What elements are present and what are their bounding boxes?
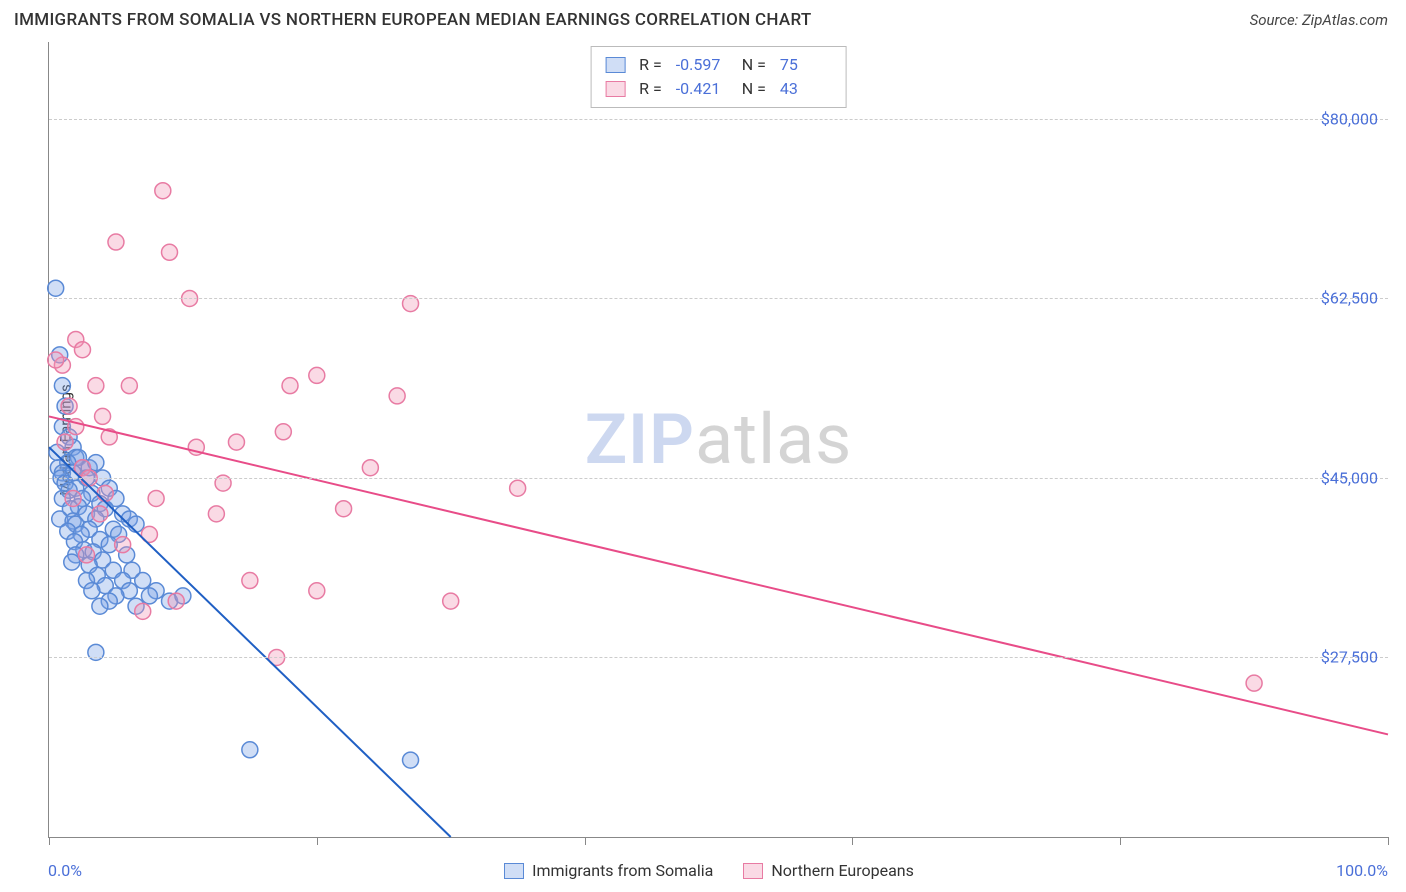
x-tick	[49, 837, 50, 845]
data-point-neuro	[309, 583, 325, 599]
data-point-neuro	[168, 593, 184, 609]
data-point-somalia	[92, 598, 108, 614]
data-point-somalia	[54, 378, 70, 394]
data-point-neuro	[135, 603, 151, 619]
data-point-neuro	[228, 434, 244, 450]
legend-item-somalia: Immigrants from Somalia	[504, 861, 713, 880]
data-point-neuro	[65, 490, 81, 506]
data-point-somalia	[84, 583, 100, 599]
n-value-neuro: 43	[780, 77, 832, 101]
x-tick	[852, 837, 853, 845]
stats-row-neuro: R = -0.421 N = 43	[605, 77, 832, 101]
data-point-neuro	[510, 480, 526, 496]
r-value-neuro: -0.421	[676, 77, 728, 101]
plot-area: ZIPatlas R = -0.597 N = 75 R = -0.421 N …	[48, 42, 1388, 838]
legend-swatch-somalia	[504, 863, 524, 879]
legend-swatch-neuro	[743, 863, 763, 879]
x-max-label: 100.0%	[1336, 861, 1388, 880]
footer-legend: 0.0% Immigrants from Somalia Northern Eu…	[48, 861, 1388, 880]
data-point-neuro	[57, 434, 73, 450]
data-point-somalia	[48, 280, 64, 296]
y-tick-label: $45,000	[1321, 468, 1378, 487]
gridline	[49, 119, 1388, 120]
x-tick	[1388, 837, 1389, 845]
plot-wrap: Median Earnings ZIPatlas R = -0.597 N = …	[14, 42, 1388, 838]
gridline	[49, 478, 1388, 479]
n-label: N =	[742, 53, 766, 77]
r-label: R =	[639, 53, 662, 77]
data-point-neuro	[97, 485, 113, 501]
source-prefix: Source:	[1250, 11, 1302, 29]
data-point-neuro	[74, 342, 90, 358]
gridline	[49, 657, 1388, 658]
legend-item-neuro: Northern Europeans	[743, 861, 914, 880]
correlation-stats-box: R = -0.597 N = 75 R = -0.421 N = 43	[590, 46, 847, 108]
legend-center: Immigrants from Somalia Northern Europea…	[504, 861, 914, 880]
data-point-neuro	[336, 501, 352, 517]
trendline-somalia	[49, 447, 451, 837]
scatter-svg	[49, 42, 1388, 837]
data-point-neuro	[208, 506, 224, 522]
data-point-neuro	[1246, 675, 1262, 691]
source-name: ZipAtlas.com	[1302, 11, 1388, 29]
data-point-neuro	[78, 547, 94, 563]
data-point-neuro	[162, 244, 178, 260]
data-point-somalia	[403, 752, 419, 768]
legend-label-neuro: Northern Europeans	[771, 861, 914, 880]
data-point-neuro	[148, 490, 164, 506]
data-point-somalia	[141, 588, 157, 604]
y-tick-label: $80,000	[1321, 109, 1378, 128]
data-point-neuro	[108, 234, 124, 250]
data-point-neuro	[121, 378, 137, 394]
n-value-somalia: 75	[780, 53, 832, 77]
data-point-somalia	[64, 554, 80, 570]
data-point-neuro	[115, 537, 131, 553]
legend-label-somalia: Immigrants from Somalia	[532, 861, 713, 880]
data-point-neuro	[362, 460, 378, 476]
n-label: N =	[742, 77, 766, 101]
data-point-neuro	[95, 408, 111, 424]
data-point-neuro	[282, 378, 298, 394]
x-tick	[317, 837, 318, 845]
data-point-neuro	[48, 352, 64, 368]
chart-header: IMMIGRANTS FROM SOMALIA VS NORTHERN EURO…	[0, 0, 1406, 36]
y-tick-label: $62,500	[1321, 289, 1378, 308]
data-point-neuro	[155, 183, 171, 199]
data-point-neuro	[275, 424, 291, 440]
x-tick	[1120, 837, 1121, 845]
r-value-somalia: -0.597	[676, 53, 728, 77]
data-point-somalia	[242, 742, 258, 758]
source-attribution: Source: ZipAtlas.com	[1250, 11, 1388, 29]
r-label: R =	[639, 77, 662, 101]
data-point-neuro	[92, 506, 108, 522]
gridline	[49, 298, 1388, 299]
swatch-somalia	[605, 57, 625, 73]
data-point-neuro	[88, 378, 104, 394]
data-point-neuro	[242, 573, 258, 589]
swatch-neuro	[605, 81, 625, 97]
data-point-somalia	[128, 516, 144, 532]
stats-row-somalia: R = -0.597 N = 75	[605, 53, 832, 77]
data-point-somalia	[135, 573, 151, 589]
data-point-neuro	[389, 388, 405, 404]
data-point-neuro	[443, 593, 459, 609]
data-point-neuro	[61, 398, 77, 414]
x-min-label: 0.0%	[48, 861, 82, 880]
data-point-neuro	[309, 367, 325, 383]
chart-title: IMMIGRANTS FROM SOMALIA VS NORTHERN EURO…	[14, 10, 812, 30]
x-tick	[585, 837, 586, 845]
y-tick-label: $27,500	[1321, 648, 1378, 667]
